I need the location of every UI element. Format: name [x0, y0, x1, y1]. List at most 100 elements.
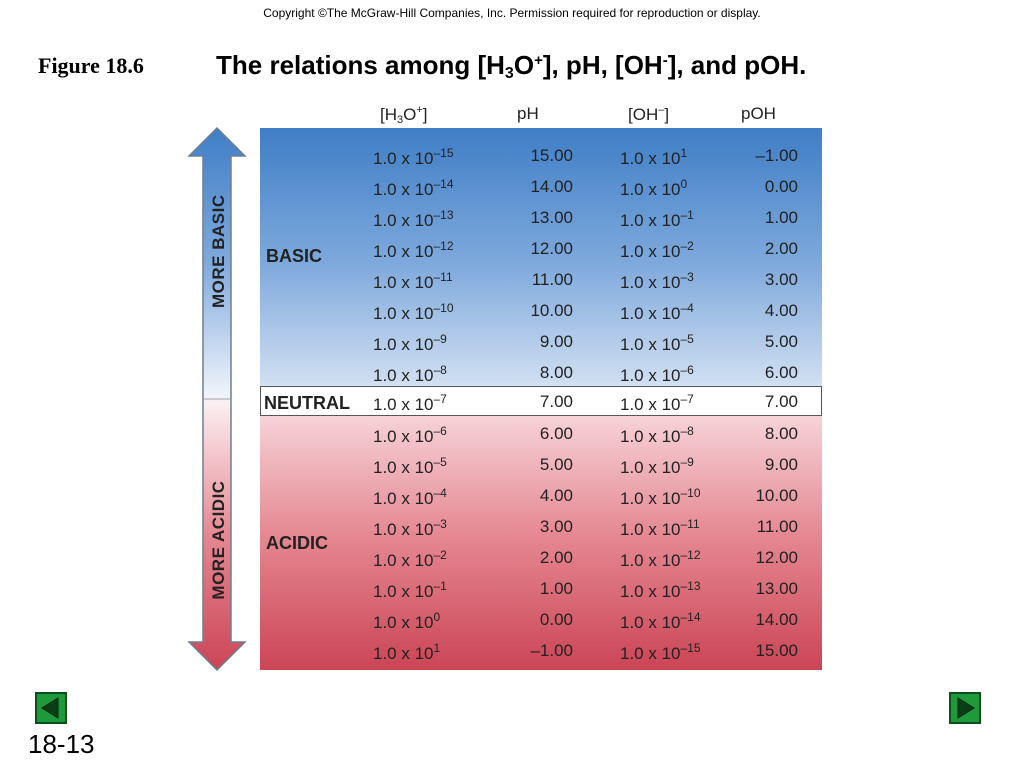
oh-concentration-cell: 1.0 x 10–5 [620, 332, 694, 354]
ph-value-cell: 2.00 [539, 548, 573, 567]
ph-value-cell: 4.00 [539, 486, 573, 505]
triangle-right-icon [957, 697, 975, 719]
previous-slide-button[interactable] [35, 692, 67, 724]
ph-value-cell: 8.00 [539, 363, 573, 382]
oh-concentration-cell: 1.0 x 10–3 [620, 270, 694, 292]
table-row: 1.0 x 10–11 11.00 1.0 x 10–3 3.00 [0, 264, 1024, 295]
table-row: 1.0 x 10–3 3.00 1.0 x 10–11 11.00 [0, 511, 1024, 542]
h3o-concentration-cell: 1.0 x 10–15 [373, 146, 454, 168]
poh-value-cell: 9.00 [764, 455, 798, 474]
ph-value-cell: 5.00 [539, 455, 573, 474]
h3o-concentration-cell: 1.0 x 10–5 [373, 455, 447, 477]
table-row: 1.0 x 10–5 5.00 1.0 x 10–9 9.00 [0, 449, 1024, 480]
ph-value-cell: –1.00 [530, 641, 573, 660]
ph-value-cell: 7.00 [539, 392, 573, 411]
ph-value-cell: 0.00 [539, 610, 573, 629]
table-row: 1.0 x 10–14 14.00 1.0 x 100 0.00 [0, 171, 1024, 202]
h3o-concentration-cell: 1.0 x 10–2 [373, 548, 447, 570]
poh-value-cell: 13.00 [755, 579, 798, 598]
figure-label: Figure 18.6 [38, 53, 144, 78]
ph-value-cell: 15.00 [530, 146, 573, 165]
neutral-row-box [260, 386, 822, 416]
triangle-left-icon [41, 697, 59, 719]
next-slide-button[interactable] [949, 692, 981, 724]
h3o-concentration-cell: 1.0 x 10–8 [373, 363, 447, 385]
poh-value-cell: –1.00 [755, 146, 798, 165]
ph-value-cell: 12.00 [530, 239, 573, 258]
h3o-concentration-cell: 1.0 x 10–12 [373, 239, 454, 261]
double-arrow-icon [187, 126, 247, 672]
oh-concentration-cell: 1.0 x 10–7 [620, 392, 694, 414]
h3o-concentration-cell: 1.0 x 100 [373, 610, 441, 632]
more-acidic-label: MORE ACIDIC [209, 480, 228, 600]
table-row: 1.0 x 10–10 10.00 1.0 x 10–4 4.00 [0, 295, 1024, 326]
table-row: 1.0 x 10–9 9.00 1.0 x 10–5 5.00 [0, 326, 1024, 357]
poh-value-cell: 4.00 [764, 301, 798, 320]
oh-concentration-cell: 1.0 x 10–9 [620, 455, 694, 477]
header-oh: [OH–] [628, 104, 670, 124]
oh-concentration-cell: 1.0 x 10–6 [620, 363, 694, 385]
table-row: 1.0 x 10–15 15.00 1.0 x 101 –1.00 [0, 140, 1024, 171]
ph-value-cell: 14.00 [530, 177, 573, 196]
poh-value-cell: 5.00 [764, 332, 798, 351]
table-row: 1.0 x 100 0.00 1.0 x 10–14 14.00 [0, 604, 1024, 635]
oh-concentration-cell: 1.0 x 10–11 [620, 517, 700, 539]
region-label-basic: BASIC [266, 246, 323, 266]
header-poh: pOH [741, 104, 776, 123]
poh-value-cell: 1.00 [764, 208, 798, 227]
h3o-concentration-cell: 1.0 x 10–6 [373, 424, 447, 446]
poh-value-cell: 0.00 [764, 177, 798, 196]
oh-concentration-cell: 1.0 x 100 [620, 177, 688, 199]
poh-value-cell: 14.00 [755, 610, 798, 629]
h3o-concentration-cell: 1.0 x 10–13 [373, 208, 454, 230]
oh-concentration-cell: 1.0 x 10–13 [620, 579, 701, 601]
poh-value-cell: 10.00 [755, 486, 798, 505]
oh-concentration-cell: 1.0 x 10–15 [620, 641, 701, 663]
region-label-neutral: NEUTRAL [264, 393, 350, 413]
poh-value-cell: 11.00 [756, 517, 798, 536]
oh-concentration-cell: 1.0 x 10–4 [620, 301, 694, 323]
oh-concentration-cell: 1.0 x 10–10 [620, 486, 701, 508]
ph-value-cell: 13.00 [530, 208, 573, 227]
header-ph: pH [517, 104, 539, 123]
table-row: 1.0 x 10–7 7.00 1.0 x 10–7 7.00 [0, 386, 1024, 417]
table-row: 1.0 x 101 –1.00 1.0 x 10–15 15.00 [0, 635, 1024, 666]
poh-value-cell: 3.00 [764, 270, 798, 289]
h3o-concentration-cell: 1.0 x 10–7 [373, 392, 447, 414]
table-row: 1.0 x 10–2 2.00 1.0 x 10–12 12.00 [0, 542, 1024, 573]
ph-value-cell: 1.00 [539, 579, 573, 598]
h3o-concentration-cell: 1.0 x 10–3 [373, 517, 447, 539]
table-row: 1.0 x 10–8 8.00 1.0 x 10–6 6.00 [0, 357, 1024, 388]
h3o-concentration-cell: 1.0 x 10–1 [373, 579, 447, 601]
more-basic-label: MORE BASIC [209, 194, 228, 308]
h3o-concentration-cell: 1.0 x 101 [373, 641, 441, 663]
slide-title: The relations among [H3O+], pH, [OH-], a… [216, 50, 807, 82]
oh-concentration-cell: 1.0 x 10–14 [620, 610, 701, 632]
table-row: 1.0 x 10–1 1.00 1.0 x 10–13 13.00 [0, 573, 1024, 604]
ph-value-cell: 10.00 [530, 301, 573, 320]
poh-value-cell: 6.00 [764, 363, 798, 382]
ph-value-cell: 6.00 [539, 424, 573, 443]
poh-value-cell: 15.00 [755, 641, 798, 660]
ph-value-cell: 3.00 [539, 517, 573, 536]
h3o-concentration-cell: 1.0 x 10–11 [373, 270, 453, 292]
oh-concentration-cell: 1.0 x 10–2 [620, 239, 694, 261]
oh-concentration-cell: 1.0 x 101 [620, 146, 688, 168]
region-label-acidic: ACIDIC [266, 533, 328, 553]
slide-number: 18-13 [28, 729, 95, 759]
ph-value-cell: 9.00 [539, 332, 573, 351]
poh-value-cell: 8.00 [764, 424, 798, 443]
ph-value-cell: 11.00 [531, 270, 573, 289]
table-row: 1.0 x 10–13 13.00 1.0 x 10–1 1.00 [0, 202, 1024, 233]
table-row: 1.0 x 10–6 6.00 1.0 x 10–8 8.00 [0, 418, 1024, 449]
poh-value-cell: 12.00 [755, 548, 798, 567]
h3o-concentration-cell: 1.0 x 10–10 [373, 301, 454, 323]
h3o-concentration-cell: 1.0 x 10–4 [373, 486, 447, 508]
table-row: 1.0 x 10–12 12.00 1.0 x 10–2 2.00 [0, 233, 1024, 264]
h3o-concentration-cell: 1.0 x 10–9 [373, 332, 447, 354]
oh-concentration-cell: 1.0 x 10–12 [620, 548, 701, 570]
oh-concentration-cell: 1.0 x 10–1 [620, 208, 694, 230]
poh-value-cell: 2.00 [764, 239, 798, 258]
poh-value-cell: 7.00 [764, 392, 798, 411]
oh-concentration-cell: 1.0 x 10–8 [620, 424, 694, 446]
